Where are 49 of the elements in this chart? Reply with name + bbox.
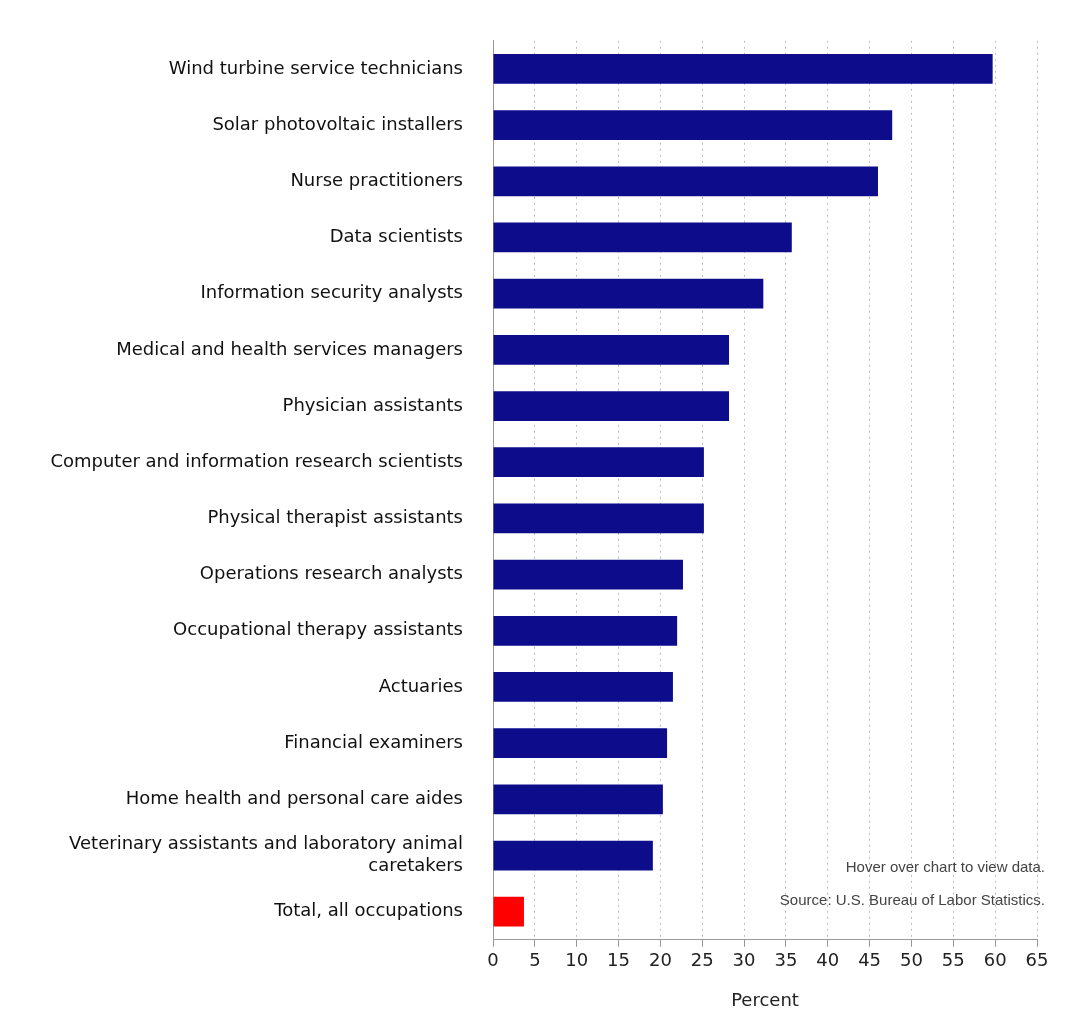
x-tick-label: 20 — [648, 949, 672, 971]
bar — [493, 784, 663, 815]
bar — [493, 110, 893, 140]
bar — [493, 559, 683, 590]
x-tick-label: 45 — [858, 949, 882, 971]
x-tick-label: 40 — [816, 949, 840, 971]
bar — [493, 896, 524, 927]
y-tick-label: Wind turbine service technicians — [168, 56, 463, 78]
bar — [493, 278, 764, 309]
bar — [493, 728, 668, 759]
bar — [493, 166, 878, 197]
bar — [493, 222, 792, 253]
y-tick-label: Physician assistants — [282, 393, 463, 415]
bar — [493, 503, 704, 534]
bar — [493, 672, 673, 702]
y-tick-label: Information security analysts — [200, 281, 463, 303]
x-tick-label: 0 — [487, 949, 499, 971]
x-tick-label: 55 — [941, 949, 965, 971]
y-tick-label: Medical and health services managers — [116, 337, 463, 359]
y-tick-label: Financial examiners — [284, 730, 463, 752]
bar — [493, 447, 704, 478]
x-tick-label: 35 — [774, 949, 798, 971]
y-tick-label: Physical therapist assistants — [207, 506, 463, 528]
bar — [493, 840, 653, 871]
y-tick-label: Veterinary assistants and laboratory animal caretakers — [69, 832, 463, 875]
x-tick-label: 60 — [983, 949, 1007, 971]
x-tick-label: 65 — [1025, 949, 1049, 971]
x-tick-label: 25 — [690, 949, 714, 971]
y-tick-label: Home health and personal care aides — [125, 787, 463, 808]
y-tick-label: Nurse practitioners — [290, 168, 463, 190]
bar — [493, 334, 730, 365]
y-tick-label: Solar photovoltaic installers — [212, 112, 463, 134]
annotation: Hover over chart to view data. — [845, 857, 1045, 875]
bar — [493, 391, 730, 421]
y-tick-label: Operations research analysts — [199, 562, 463, 584]
annotation: Source: U.S. Bureau of Labor Statistics. — [779, 890, 1045, 908]
x-tick-label: 30 — [732, 949, 756, 971]
y-tick-label: Total, all occupations — [273, 899, 463, 921]
x-tick-label: 5 — [529, 949, 541, 971]
y-tick-label: Actuaries — [378, 674, 463, 696]
y-tick-label: Data scientists — [329, 225, 463, 247]
x-tick-label: 15 — [607, 949, 630, 971]
x-axis-title: Percent — [731, 988, 799, 1010]
x-tick-label: 50 — [900, 949, 923, 971]
x-tick-label: 10 — [565, 949, 589, 971]
y-tick-label: Occupational therapy assistants — [173, 618, 463, 640]
bar — [493, 615, 678, 646]
y-tick-label: Computer and information research scientists — [50, 449, 463, 471]
bar — [493, 54, 993, 84]
